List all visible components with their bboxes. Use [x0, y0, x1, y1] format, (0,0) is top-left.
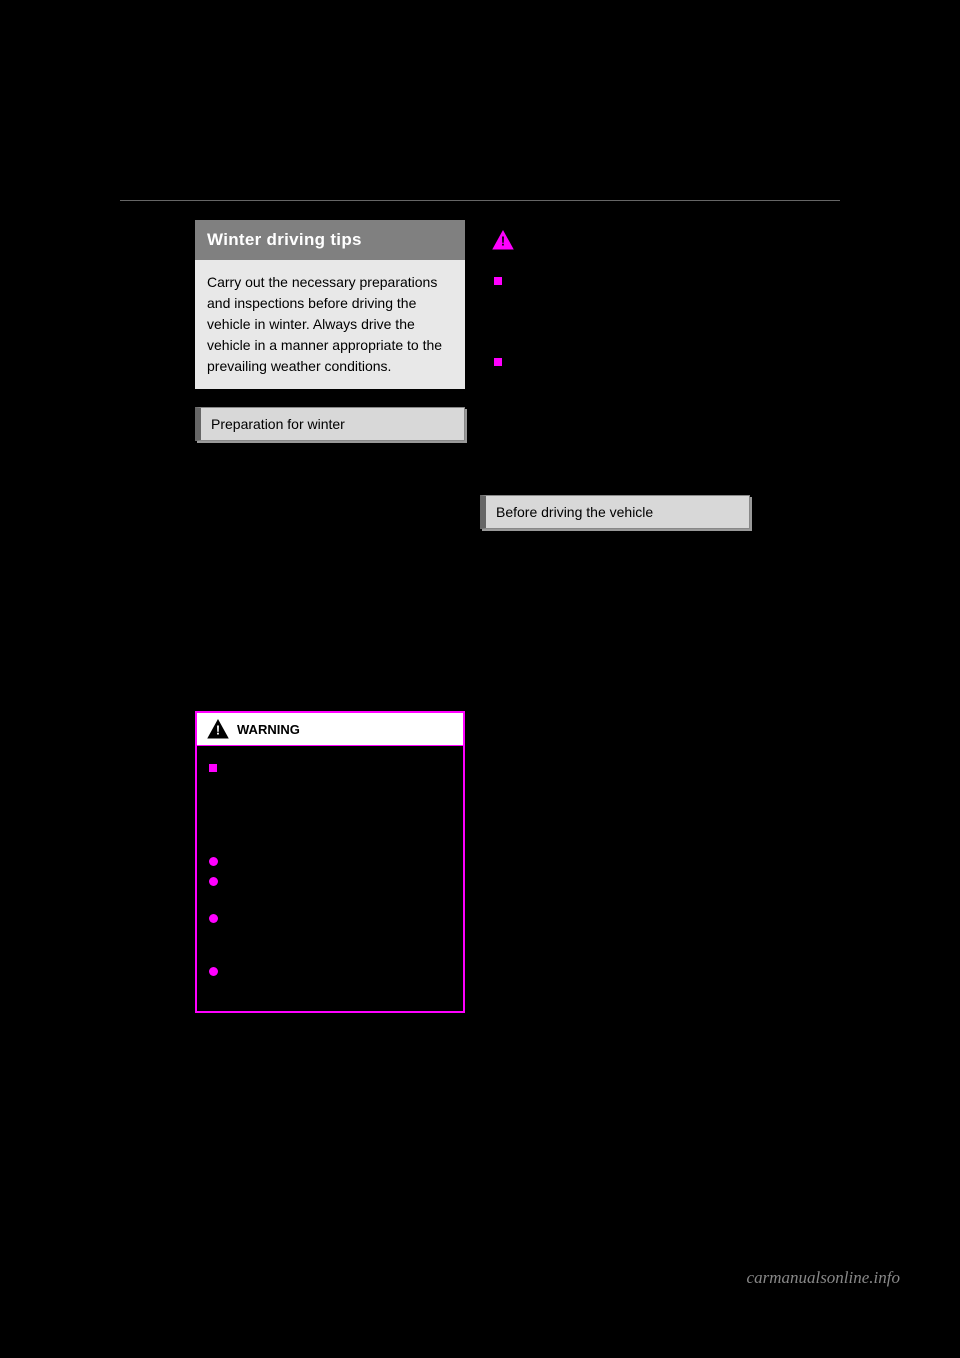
bullet-text: Engine coolant: [211, 516, 297, 535]
warning-body: Driving with snow tires Observe the foll…: [197, 746, 463, 1010]
warning-triangle-icon: !: [207, 719, 229, 739]
before-bullet: Do not try to forcibly open a window or …: [482, 583, 748, 677]
warning-paragraph: Observe the following precautions to red…: [209, 781, 451, 848]
bullet-icon: [482, 589, 488, 595]
warning-subhead-text: Driving with snow tires: [224, 760, 355, 777]
circle-bullet-icon: [209, 967, 218, 976]
warning-body: Driving with tire chains Do not fit tire…: [482, 259, 748, 475]
prep-note: Ensure that all tires are the specified …: [197, 657, 463, 692]
bullet-text: Check for and remove any excess ice or s…: [496, 760, 748, 835]
before-lead: Perform the following according to the d…: [482, 539, 748, 577]
intro-text: Carry out the necessary preparations and…: [195, 260, 465, 389]
warning-paragraph: Do not fit tire chains. Tire chains may …: [494, 294, 736, 344]
before-bullet: To ensure proper operation of the climat…: [482, 681, 748, 756]
left-column: Winter driving tips Carry out the necess…: [195, 220, 465, 1013]
prep-para: Have a service technician inspect the co…: [197, 565, 463, 603]
section-header-before-driving: Before driving the vehicle: [480, 495, 750, 529]
warning-header: ! WARNING: [197, 713, 463, 746]
svg-text:!: !: [501, 233, 505, 248]
warning-paragraph: Request repairs or replacement of snow t…: [494, 375, 736, 459]
warning-box-tire-chains: ! Driving with tire chains Do not fit ti…: [480, 220, 750, 477]
prep-body: Use fluids that are appropriate to the p…: [195, 441, 465, 701]
warning-bullet-text: Maintain the recommended level of air pr…: [225, 874, 451, 908]
bullet-icon: [482, 846, 488, 852]
bullet-text: To ensure proper operation of the climat…: [496, 681, 748, 756]
square-bullet-icon: [494, 358, 502, 366]
warning-subheading: Driving with snow tires: [209, 760, 451, 777]
watermark: carmanualsonline.info: [747, 1268, 900, 1288]
warning-bullet: Use snow tires on all, not just some whe…: [209, 964, 451, 998]
bullet-icon: [197, 522, 203, 528]
warning-triangle-icon: !: [492, 230, 514, 250]
bullet-text: Do not try to forcibly open a window or …: [496, 583, 748, 677]
warning-bullet-text: Use snow tires on all, not just some whe…: [225, 964, 451, 998]
warning-bullet: Use tires of the specified size.: [209, 854, 451, 871]
prep-bullet: Engine oil: [197, 493, 463, 512]
page-title: Winter driving tips: [195, 220, 465, 260]
prep-bullet: Engine coolant: [197, 516, 463, 535]
circle-bullet-icon: [209, 877, 218, 886]
bullet-icon: [197, 499, 203, 505]
warning-subhead-text: Repairing or replacing snow tires: [509, 354, 699, 371]
warning-subheading: Repairing or replacing snow tires: [494, 354, 736, 371]
warning-box-snow-tires: ! WARNING Driving with snow tires Observ…: [195, 711, 465, 1012]
prep-para: Have the vehicle fitted with four snow t…: [197, 611, 463, 649]
warning-label: WARNING: [237, 722, 300, 737]
square-bullet-icon: [209, 764, 217, 772]
content-area: Winter driving tips Carry out the necess…: [195, 220, 750, 1013]
bullet-text: Washer fluid: [211, 538, 283, 557]
warning-bullet-text: Use tires of the specified size.: [225, 854, 384, 871]
bullet-icon: [197, 544, 203, 550]
warning-header: !: [482, 222, 748, 259]
before-bullet: Check for and remove any excess ice or s…: [482, 760, 748, 835]
warning-subheading: Driving with tire chains: [494, 273, 736, 290]
svg-text:!: !: [216, 723, 220, 738]
warning-bullet: Do not drive at speeds in excess of the …: [209, 911, 451, 961]
square-bullet-icon: [494, 277, 502, 285]
circle-bullet-icon: [209, 857, 218, 866]
prep-bullet: Washer fluid: [197, 538, 463, 557]
header-divider: [120, 200, 840, 201]
bullet-icon: [482, 687, 488, 693]
right-column: ! Driving with tire chains Do not fit ti…: [480, 220, 750, 1013]
warning-bullet: Maintain the recommended level of air pr…: [209, 874, 451, 908]
before-body: Perform the following according to the d…: [480, 529, 750, 891]
section-header-preparation: Preparation for winter: [195, 407, 465, 441]
before-bullet: Remove any snow or mud from the bottom o…: [482, 840, 748, 878]
prep-lead: Use fluids that are appropriate to the p…: [197, 451, 463, 489]
bullet-text: Engine oil: [211, 493, 268, 512]
bullet-text: Remove any snow or mud from the bottom o…: [496, 840, 748, 878]
warning-bullet-text: Do not drive at speeds in excess of the …: [225, 911, 451, 961]
warning-subhead-text: Driving with tire chains: [509, 273, 641, 290]
circle-bullet-icon: [209, 914, 218, 923]
bullet-icon: [482, 766, 488, 772]
